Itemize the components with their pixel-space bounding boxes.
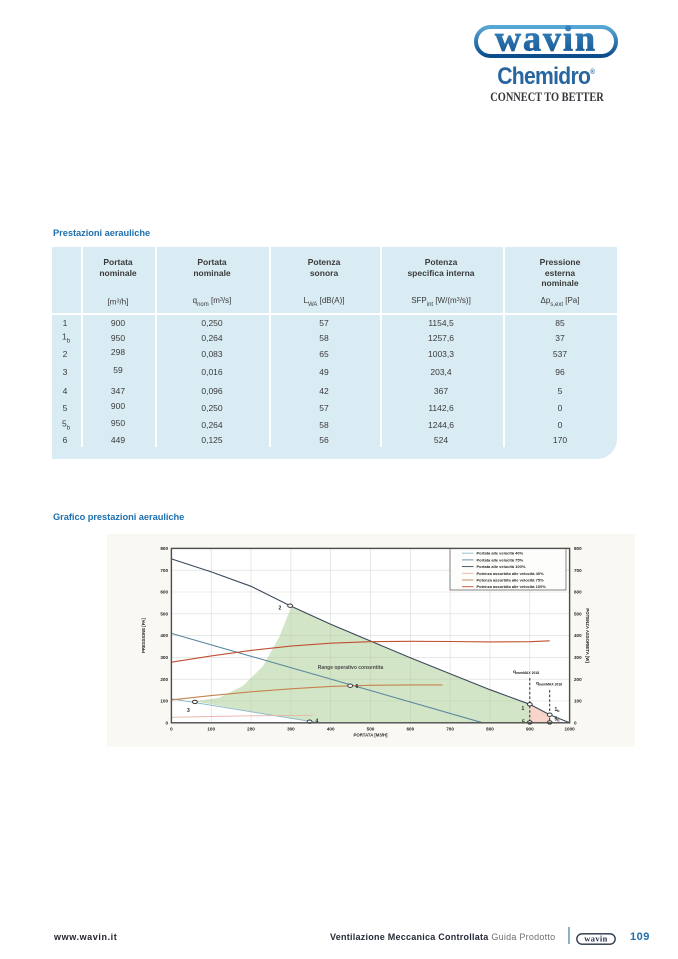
svg-text:500: 500	[574, 611, 582, 616]
svg-text:400: 400	[574, 633, 582, 638]
svg-text:800: 800	[160, 546, 168, 551]
svg-text:5b: 5b	[555, 717, 561, 723]
svg-text:200: 200	[247, 727, 255, 732]
svg-text:0: 0	[165, 720, 168, 725]
svg-text:Potenza assorbita alle velocit: Potenza assorbita alle velocità 75%	[477, 578, 545, 583]
svg-text:400: 400	[327, 727, 335, 732]
svg-text:200: 200	[574, 677, 582, 682]
svg-text:Range operativo consentita: Range operativo consentita	[318, 665, 384, 671]
svg-text:1000: 1000	[564, 727, 575, 732]
svg-text:600: 600	[574, 590, 582, 595]
svg-text:Portata alle velocità 75%: Portata alle velocità 75%	[477, 557, 524, 562]
svg-text:Potenza assorbita alle velocit: Potenza assorbita alle velocità 40%	[477, 571, 545, 576]
svg-text:3: 3	[187, 708, 190, 714]
svg-text:0: 0	[574, 720, 577, 725]
svg-text:700: 700	[160, 568, 168, 573]
svg-text:400: 400	[160, 633, 168, 638]
svg-text:1: 1	[522, 706, 525, 712]
svg-text:PRESSIONE [PA]: PRESSIONE [PA]	[141, 618, 146, 653]
svg-text:800: 800	[574, 546, 582, 551]
svg-text:1b: 1b	[555, 707, 561, 713]
svg-text:Portata alle velocità 100%: Portata alle velocità 100%	[477, 564, 526, 569]
svg-text:700: 700	[574, 568, 582, 573]
svg-text:qnomMAX 2018: qnomMAX 2018	[513, 670, 539, 675]
svg-text:PORTATA [M3/H]: PORTATA [M3/H]	[354, 733, 389, 738]
svg-text:100: 100	[574, 699, 582, 704]
svg-text:2: 2	[279, 606, 282, 612]
svg-text:4: 4	[316, 719, 319, 725]
svg-text:6: 6	[356, 684, 359, 690]
svg-text:Portata alle velocità 40%: Portata alle velocità 40%	[477, 551, 524, 556]
svg-text:600: 600	[160, 590, 168, 595]
svg-text:300: 300	[574, 655, 582, 660]
svg-text:300: 300	[160, 655, 168, 660]
svg-text:900: 900	[526, 727, 534, 732]
svg-text:700: 700	[446, 727, 454, 732]
svg-text:500: 500	[160, 611, 168, 616]
svg-text:100: 100	[207, 727, 215, 732]
svg-text:500: 500	[367, 727, 375, 732]
svg-text:Potenza assorbita alle velocit: Potenza assorbita alle velocità 100%	[477, 584, 547, 589]
svg-text:wavin: wavin	[584, 935, 607, 944]
svg-text:300: 300	[287, 727, 295, 732]
svg-text:wavin: wavin	[495, 25, 597, 58]
svg-text:qnomMAX 2016: qnomMAX 2016	[536, 682, 562, 687]
svg-text:0: 0	[170, 727, 173, 732]
svg-text:100: 100	[160, 699, 168, 704]
svg-text:POTENZA ASSORBITA [W]: POTENZA ASSORBITA [W]	[585, 608, 590, 663]
svg-text:200: 200	[160, 677, 168, 682]
svg-text:600: 600	[406, 727, 414, 732]
svg-text:800: 800	[486, 727, 494, 732]
